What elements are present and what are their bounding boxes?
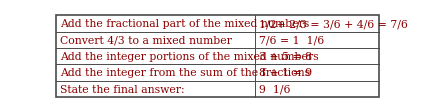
Text: 3 + 5 = 8: 3 + 5 = 8 — [259, 52, 312, 61]
Text: 8 + 1 = 9: 8 + 1 = 9 — [259, 68, 312, 78]
Text: 9  1/6: 9 1/6 — [259, 84, 290, 94]
Text: 1/2+ 2/3 = 3/6 + 4/6 = 7/6: 1/2+ 2/3 = 3/6 + 4/6 = 7/6 — [259, 19, 408, 29]
Text: Add the fractional part of the mixed numbers: Add the fractional part of the mixed num… — [60, 19, 310, 29]
Text: State the final answer:: State the final answer: — [60, 84, 185, 94]
Text: Add the integer portions of the mixed numbers: Add the integer portions of the mixed nu… — [60, 52, 319, 61]
Text: Convert 4/3 to a mixed number: Convert 4/3 to a mixed number — [60, 35, 232, 45]
Text: 7/6 = 1  1/6: 7/6 = 1 1/6 — [259, 35, 324, 45]
Text: Add the integer from the sum of the fractions: Add the integer from the sum of the frac… — [60, 68, 311, 78]
